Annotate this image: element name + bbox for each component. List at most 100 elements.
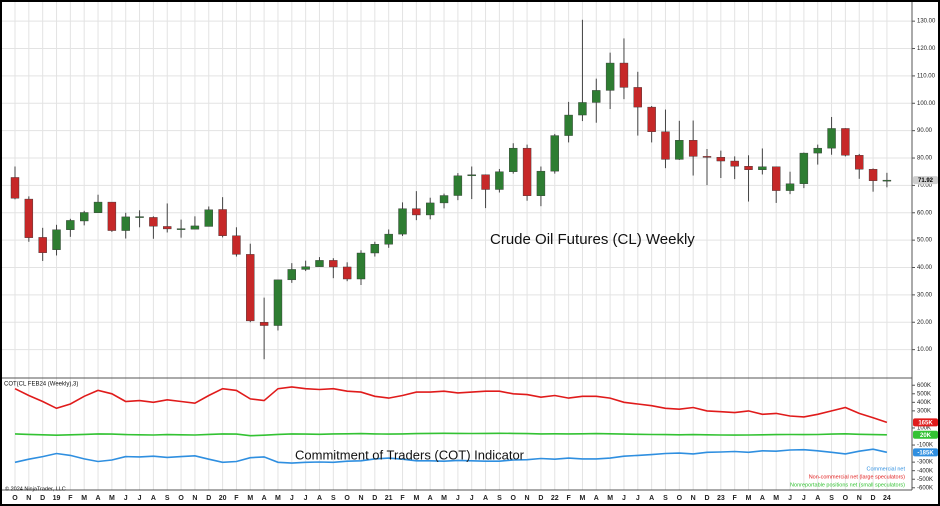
candle-body	[785, 183, 795, 191]
x-tick-label: J	[470, 495, 474, 502]
x-tick-label: S	[663, 495, 668, 502]
candle-body	[827, 128, 836, 149]
y-tick-label: 500K	[917, 391, 931, 397]
candle-body	[453, 175, 463, 196]
candle-body	[135, 216, 144, 218]
cot-subtitle: Commitment of Traders (COT) Indicator	[295, 447, 525, 462]
x-tick-label: S	[165, 495, 170, 502]
y-tick-label: 30.00	[917, 292, 933, 298]
candle-body	[688, 140, 698, 157]
legend-entry: Commercial net	[866, 466, 905, 472]
candle-body	[675, 140, 684, 160]
candle-body	[467, 174, 476, 177]
x-tick-label: D	[206, 495, 211, 502]
x-tick-label: S	[331, 495, 336, 502]
candle-body	[370, 244, 380, 254]
y-tick-label: 300K	[917, 408, 931, 414]
candle-body	[605, 62, 615, 91]
x-tick-label: M	[441, 495, 447, 502]
x-tick-label: N	[358, 495, 363, 502]
candle-body	[10, 177, 20, 199]
candle-body	[772, 166, 781, 191]
x-tick-label: 20	[219, 495, 227, 502]
candle-body	[52, 229, 61, 250]
y-tick-label: 600K	[917, 383, 931, 389]
candle-body	[716, 157, 726, 162]
candle-body	[163, 226, 172, 230]
candle-body	[730, 160, 739, 167]
x-tick-label: S	[829, 495, 834, 502]
last-value-label: 20K	[920, 433, 932, 439]
candle-body	[190, 225, 200, 230]
x-tick-label: A	[815, 495, 820, 502]
candle-body	[661, 131, 670, 160]
candle-body	[868, 169, 878, 181]
x-tick-label: A	[649, 495, 654, 502]
x-tick-label: A	[760, 495, 765, 502]
x-tick-label: 22	[551, 495, 559, 502]
x-tick-label: 23	[717, 495, 725, 502]
x-tick-label: D	[372, 495, 377, 502]
x-tick-label: A	[96, 495, 101, 502]
cot-line	[14, 386, 888, 424]
y-tick-label: 120.00	[917, 46, 936, 52]
candle-body	[509, 147, 518, 172]
candle-body	[218, 209, 227, 236]
candle-body	[66, 220, 75, 230]
copyright: © 2024 NinjaTrader, LLC	[5, 485, 66, 492]
candle-body	[24, 198, 34, 238]
candle-body	[647, 106, 656, 132]
x-tick-label: A	[594, 495, 599, 502]
candle-body	[813, 147, 822, 154]
candle-body	[522, 147, 532, 196]
y-tick-label: -600K	[917, 485, 933, 491]
x-tick-label: J	[290, 495, 294, 502]
candle-body	[426, 202, 435, 216]
last-value-label-bg	[913, 448, 938, 457]
candle-body	[176, 228, 186, 230]
candle-body	[799, 152, 809, 184]
x-tick-label: M	[413, 495, 419, 502]
candle-body	[38, 237, 47, 253]
x-tick-label: N	[26, 495, 31, 502]
x-tick-label: O	[178, 495, 184, 502]
candle-body	[564, 114, 573, 136]
x-tick-label: M	[773, 495, 779, 502]
candle-body	[107, 201, 117, 231]
y-tick-label: -100K	[917, 443, 933, 449]
legend-entry: Nonreportable positions net (small specu…	[790, 482, 905, 488]
x-tick-label: J	[636, 495, 640, 502]
cot-line	[14, 432, 887, 437]
candle-body	[232, 235, 241, 255]
candle-body	[495, 171, 504, 190]
candle-body	[149, 217, 158, 227]
candle-body	[619, 62, 629, 88]
x-tick-label: F	[68, 495, 73, 502]
grid	[2, 2, 912, 490]
x-tick-label: D	[704, 495, 709, 502]
x-tick-label: 19	[53, 495, 61, 502]
candle-body	[204, 209, 213, 227]
x-tick-label: M	[607, 495, 613, 502]
marks	[10, 19, 892, 464]
x-tick-label: J	[802, 495, 806, 502]
x-tick-label: N	[525, 495, 530, 502]
last-value-label: -185K	[917, 450, 934, 456]
y-tick-label: -400K	[917, 468, 933, 474]
legend-entry: Non-commercial net (large speculators)	[809, 474, 905, 480]
candle-body	[121, 216, 130, 231]
y-tick-label: 130.00	[917, 19, 936, 25]
x-tick-label: O	[344, 495, 350, 502]
candle-body	[536, 170, 546, 196]
candle-body	[398, 208, 407, 235]
x-tick-label: N	[691, 495, 696, 502]
candle-body	[439, 195, 449, 204]
candle-body	[246, 254, 255, 322]
candle-body	[412, 208, 421, 216]
last-price-label: 71.92	[918, 178, 934, 184]
candle-body	[287, 269, 296, 281]
candle-body	[301, 266, 310, 270]
candle-body	[550, 135, 559, 172]
x-tick-label: M	[81, 495, 87, 502]
